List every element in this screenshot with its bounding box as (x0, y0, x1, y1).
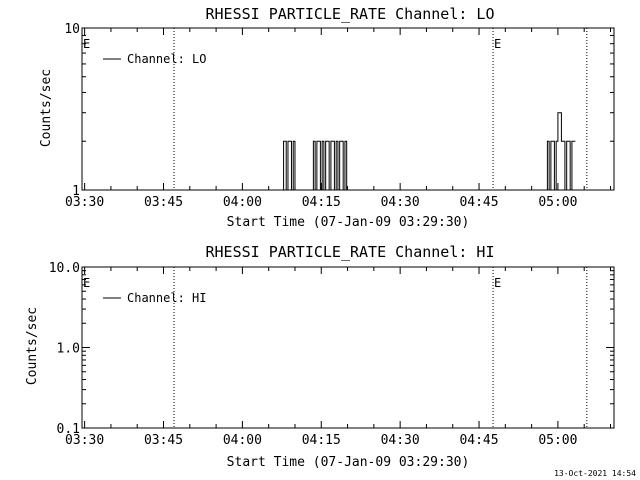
x-tick-label: 05:00 (538, 433, 577, 448)
x-tick-label: 04:00 (223, 195, 262, 210)
event-marker-label: E (83, 37, 90, 51)
y-tick-label: 10 (64, 22, 80, 37)
chart-title: RHESSI PARTICLE_RATE Channel: HI (206, 243, 495, 261)
x-tick-label: 03:30 (65, 433, 104, 448)
x-axis-label: Start Time (07-Jan-09 03:29:30) (227, 455, 470, 470)
x-tick-label: 04:45 (459, 195, 498, 210)
x-tick-label: 03:45 (144, 195, 183, 210)
x-tick-label: 05:00 (538, 195, 577, 210)
legend-label: Channel: LO (127, 52, 206, 66)
x-tick-label: 04:45 (459, 433, 498, 448)
y-tick-label: 0.1 (57, 422, 80, 437)
y-tick-label: 1.0 (57, 342, 80, 357)
event-marker-label: E (494, 37, 501, 51)
panel-lo: RHESSI PARTICLE_RATE Channel: LO Start T… (39, 5, 615, 230)
y-axis-label: Counts/sec (39, 69, 54, 147)
x-axis-label: Start Time (07-Jan-09 03:29:30) (227, 215, 470, 230)
event-marker-label: E (494, 276, 501, 290)
x-tick-label: 04:15 (302, 195, 341, 210)
legend-label: Channel: HI (127, 291, 206, 305)
panel-hi: RHESSI PARTICLE_RATE Channel: HI Start T… (25, 243, 615, 470)
y-axis-label: Counts/sec (25, 307, 40, 385)
chart-title: RHESSI PARTICLE_RATE Channel: LO (206, 5, 495, 23)
y-tick-label: 1 (72, 184, 80, 199)
y-tick-label: 10.0 (49, 261, 80, 276)
x-tick-label: 04:30 (381, 195, 420, 210)
x-tick-label: 04:30 (381, 433, 420, 448)
x-tick-label: 03:30 (65, 195, 104, 210)
x-tick-label: 03:45 (144, 433, 183, 448)
x-tick-label: 04:00 (223, 433, 262, 448)
series-line (281, 112, 576, 191)
x-tick-label: 04:15 (302, 433, 341, 448)
footer-timestamp: 13-Oct-2021 14:54 (554, 469, 636, 478)
event-marker-label: E (83, 276, 90, 290)
